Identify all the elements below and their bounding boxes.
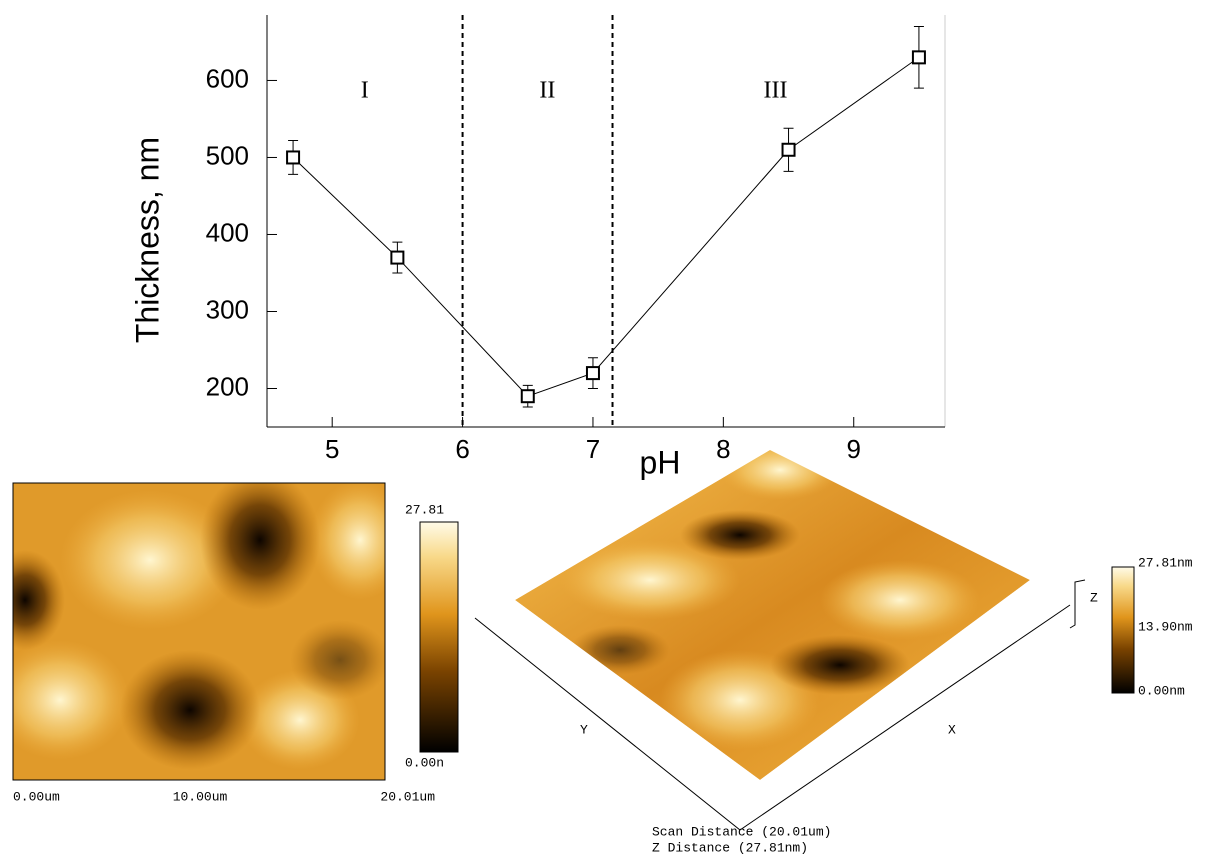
y-tick-label: 500 bbox=[206, 140, 249, 170]
x-tick-label: 5 bbox=[325, 434, 339, 464]
colorbar-max: 27.81 bbox=[405, 502, 444, 517]
colorbar-min: 0.00n bbox=[405, 755, 444, 770]
marker bbox=[585, 366, 600, 381]
axis-y: Y bbox=[580, 722, 588, 737]
region-label: II bbox=[539, 78, 555, 104]
scale-label: 0.00nm bbox=[1138, 683, 1185, 698]
z-distance: Z Distance (27.81nm) bbox=[652, 840, 808, 854]
marker bbox=[390, 250, 405, 265]
scale-label: 13.90nm bbox=[1138, 619, 1193, 634]
marker bbox=[781, 142, 796, 157]
x-tick-label: 7 bbox=[586, 434, 600, 464]
y-tick-label: 300 bbox=[206, 294, 249, 324]
marker bbox=[520, 389, 535, 404]
map-x-label: 10.00um bbox=[173, 789, 228, 804]
scale-label: 27.81nm bbox=[1138, 555, 1193, 570]
marker bbox=[911, 50, 926, 65]
axis-x: X bbox=[948, 722, 956, 737]
y-tick-label: 600 bbox=[206, 63, 249, 93]
y-tick-label: 400 bbox=[206, 217, 249, 247]
map-x-label: 20.01um bbox=[380, 789, 435, 804]
region-label: III bbox=[764, 78, 788, 104]
x-axis-label: pH bbox=[640, 444, 681, 480]
marker bbox=[286, 150, 301, 165]
afm-2d-image bbox=[13, 483, 385, 780]
map-x-label: 0.00um bbox=[13, 789, 60, 804]
y-tick-label: 200 bbox=[206, 371, 249, 401]
series-line bbox=[292, 56, 920, 397]
surface-axes bbox=[474, 604, 1071, 831]
x-tick-label: 9 bbox=[846, 434, 860, 464]
axis-z: Z bbox=[1090, 590, 1098, 605]
scan-distance: Scan Distance (20.01um) bbox=[652, 824, 831, 839]
y-axis-label: Thickness, nm bbox=[129, 137, 165, 343]
region-label: I bbox=[361, 78, 369, 104]
x-tick-label: 8 bbox=[716, 434, 730, 464]
x-tick-label: 6 bbox=[455, 434, 469, 464]
z-axis bbox=[1069, 579, 1086, 629]
